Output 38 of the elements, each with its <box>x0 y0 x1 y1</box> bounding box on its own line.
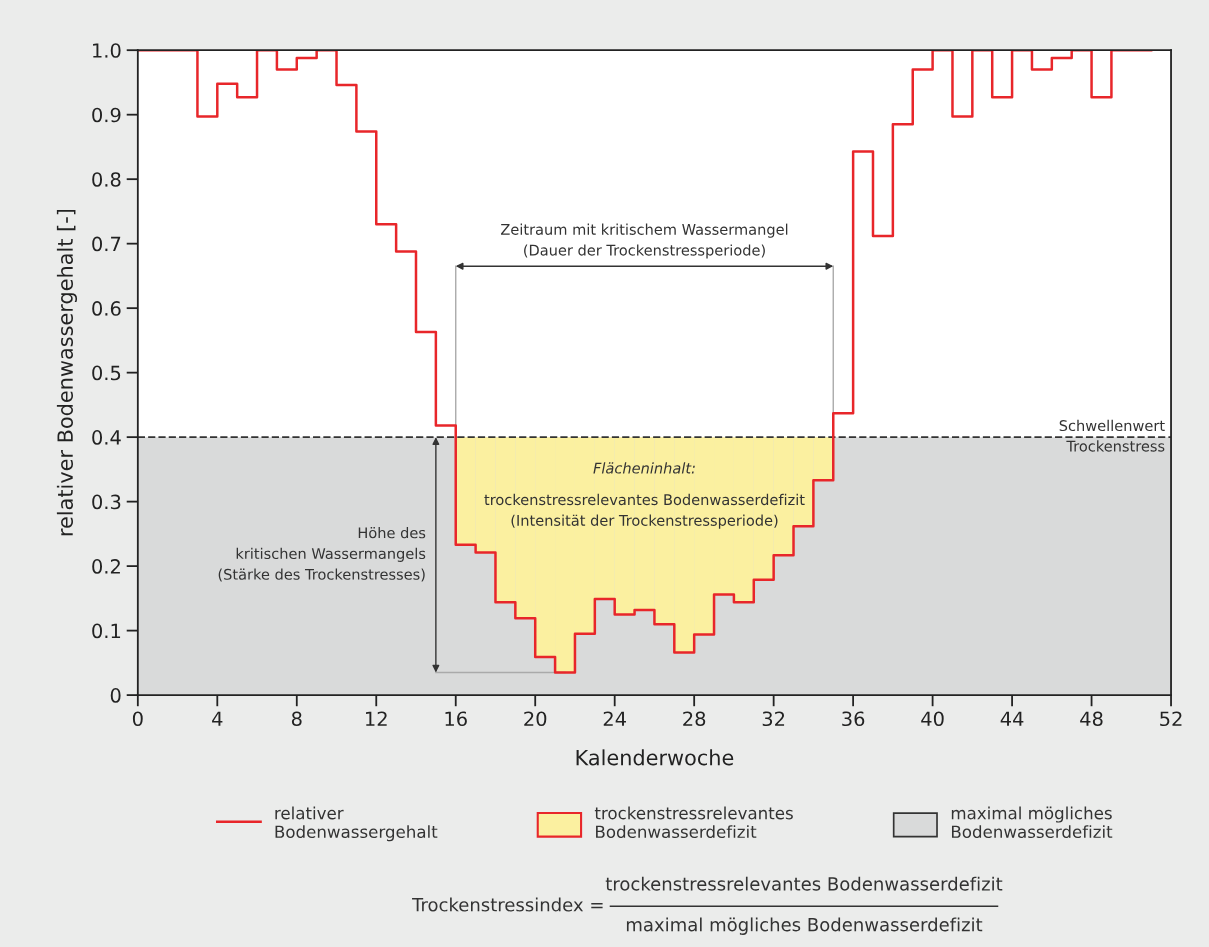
legend-label: relativer Bodenwassergehalt <box>275 806 438 842</box>
ref-line-label: Schwellenwert Trockenstress <box>1059 419 1165 452</box>
x-axis-title: Kalenderwoche <box>576 749 734 766</box>
annotation: Höhe des kritischen Wassermangels (Stärke des Trockenstresses) <box>218 527 426 582</box>
x-tick-label: 36 <box>842 711 865 727</box>
x-tick-label: 32 <box>762 711 785 727</box>
x-tick-label: 52 <box>1160 711 1182 727</box>
y-tick-label: 0.3 <box>92 494 121 510</box>
y-tick-label: 0.7 <box>92 236 121 252</box>
x-tick-label: 20 <box>524 711 547 727</box>
y-tick-label: 0.2 <box>92 559 120 574</box>
y-tick-label: 0 <box>110 688 121 703</box>
y-tick-label: 1.0 <box>93 43 121 58</box>
y-tick-label: 0.8 <box>92 172 121 187</box>
x-tick-label: 24 <box>603 711 626 726</box>
y-tick-label: 0.5 <box>92 365 121 381</box>
y-tick-label: 0.1 <box>92 623 121 639</box>
x-tick-label: 16 <box>445 711 467 727</box>
x-tick-label: 0 <box>132 711 143 727</box>
x-tick-label: 8 <box>291 711 302 727</box>
annotation: Zeitraum mit kritischem Wassermangel (Dauer der Trockenstressperiode) <box>501 223 788 259</box>
annotation: trockenstressrelevantes Bodenwasserdefizit (Intensität der Trockenstressperiode) <box>484 493 805 529</box>
y-axis-title: relativer Bodenwassergehalt [-] <box>56 209 78 536</box>
x-tick-label: 4 <box>212 711 223 726</box>
legend-label: trockenstressrelevantes Bodenwasserdefizit <box>594 806 793 839</box>
x-tick-label: 48 <box>1080 711 1103 727</box>
legend-label: maximal mögliches Bodenwasserdefizit <box>951 806 1113 839</box>
text: trockenstressrelevantes Bodenwasserdefizit <box>605 876 1003 891</box>
x-tick-label: 12 <box>366 711 387 726</box>
x-tick-label: 40 <box>921 711 944 727</box>
x-tick-label: 44 <box>1000 711 1024 726</box>
x-tick-label: 28 <box>683 711 706 727</box>
y-tick-label: 0.9 <box>92 107 121 123</box>
y-tick-label: 0.6 <box>92 301 121 316</box>
text: maximal mögliches Bodenwasserdefizit <box>626 917 983 935</box>
text: Trockenstressindex = <box>412 897 603 912</box>
y-tick-label: 0.4 <box>92 430 121 445</box>
annotation: Flächeninhalt: <box>593 462 695 474</box>
